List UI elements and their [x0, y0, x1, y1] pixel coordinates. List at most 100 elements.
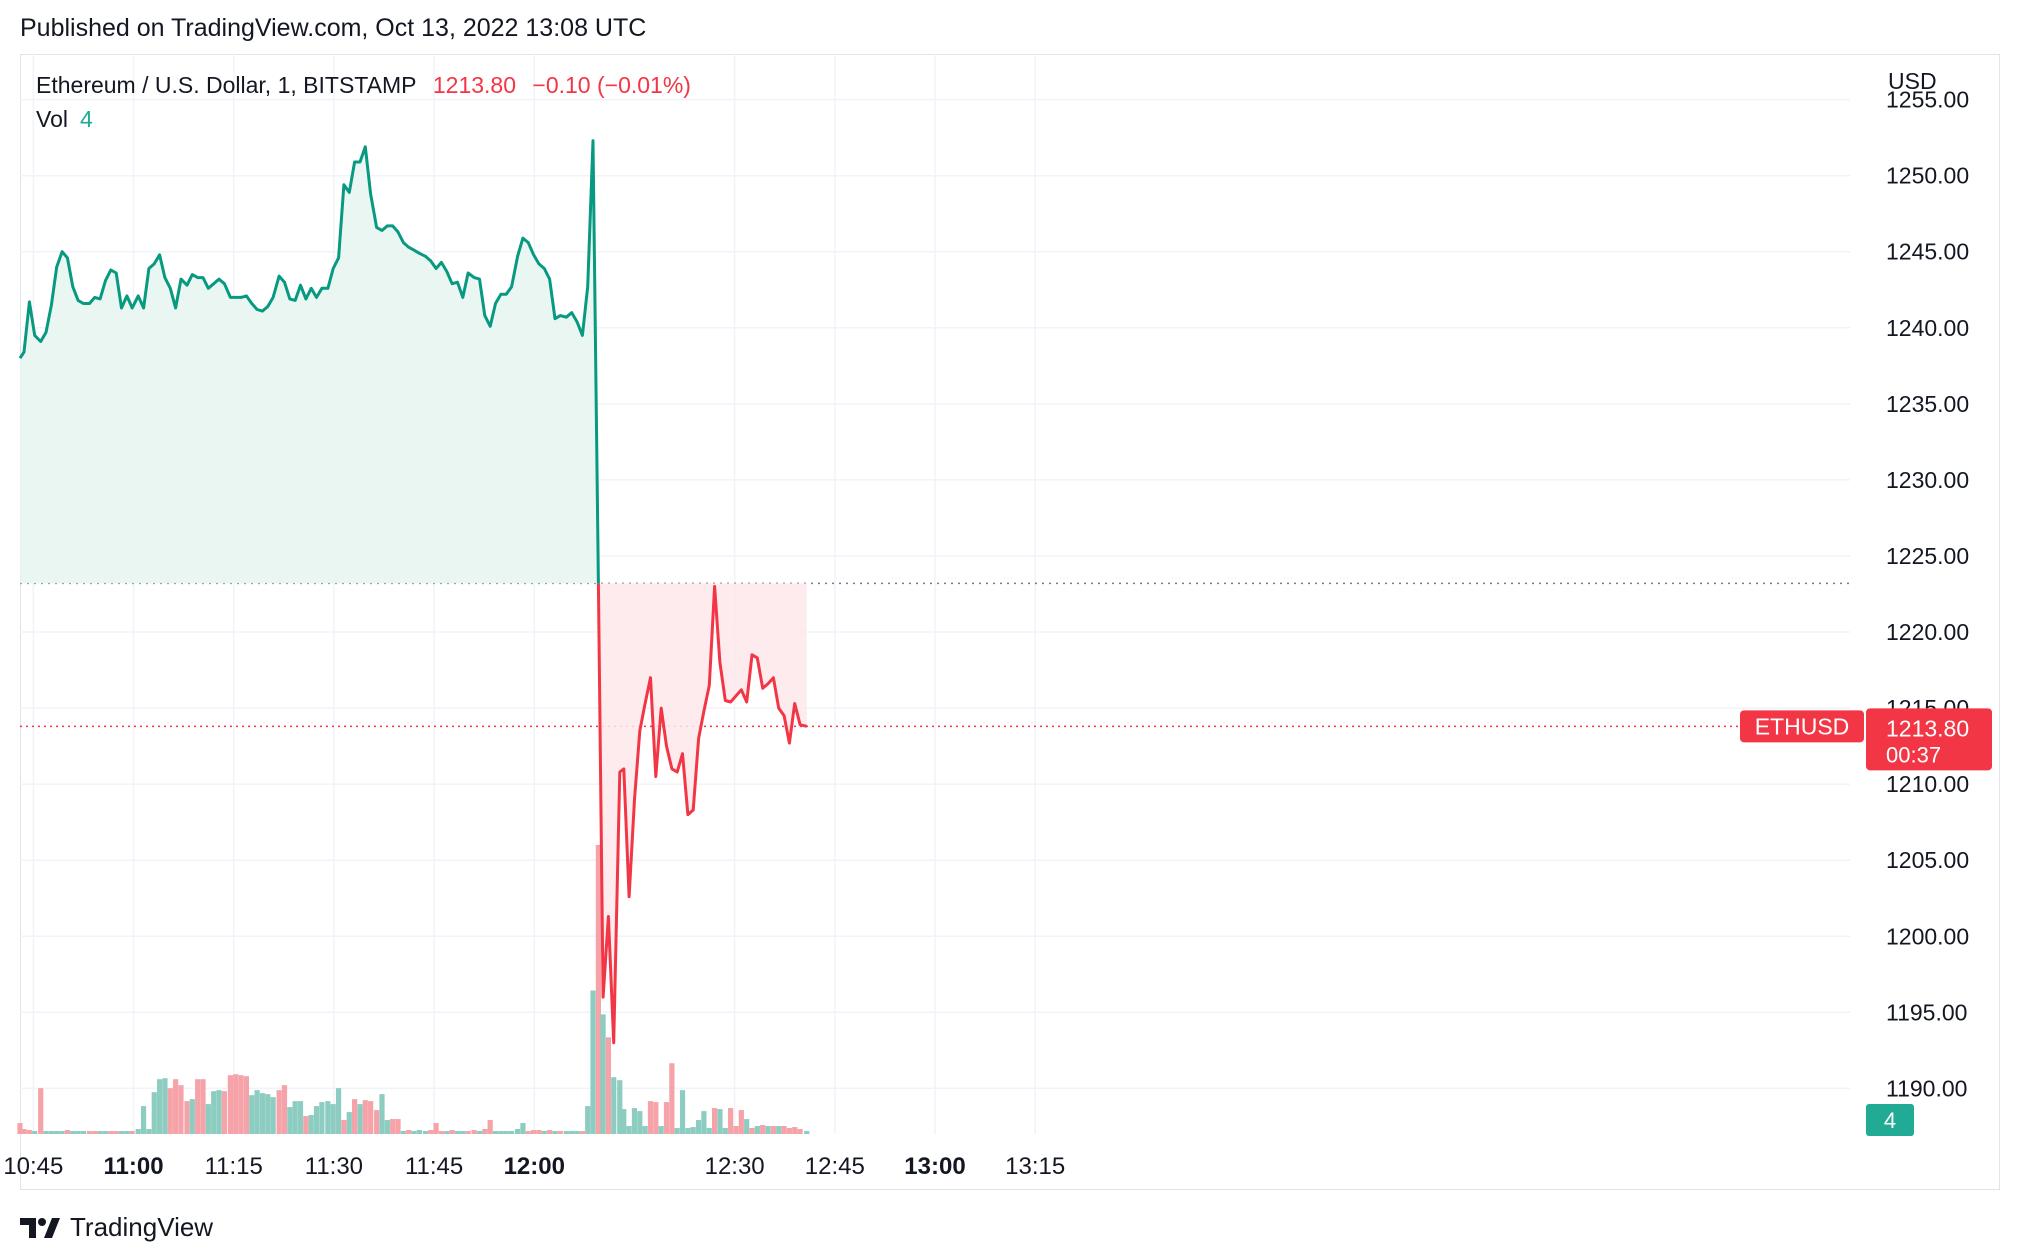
- volume-label: Vol: [36, 106, 68, 132]
- volume-bar: [444, 1131, 450, 1134]
- volume-bar: [233, 1074, 239, 1134]
- volume-bar: [135, 1129, 141, 1134]
- volume-bar: [140, 1106, 147, 1134]
- volume-bar: [416, 1130, 422, 1134]
- volume-bar: [48, 1131, 54, 1134]
- volume-bar: [151, 1092, 157, 1134]
- volume-bar: [722, 1128, 728, 1134]
- volume-bar: [313, 1106, 320, 1134]
- x-tick-label: 12:45: [805, 1153, 865, 1180]
- up-line: [18, 139, 600, 584]
- volume-bar: [611, 1077, 617, 1134]
- grid-lines: [20, 54, 1850, 1134]
- volume-bar: [38, 1088, 44, 1134]
- y-tick-label: 1230.00: [1886, 467, 1969, 493]
- volume-bar: [658, 1126, 664, 1134]
- volume-bar: [552, 1131, 558, 1134]
- volume-bar: [26, 1130, 32, 1134]
- volume-bar: [113, 1131, 119, 1134]
- volume-bar: [508, 1131, 515, 1134]
- volume-bar: [422, 1131, 429, 1134]
- volume-bar: [17, 1123, 23, 1134]
- volume-bar: [669, 1063, 675, 1134]
- volume-bar: [265, 1094, 271, 1134]
- x-tick-label: 11:15: [205, 1153, 263, 1180]
- volume-bar: [97, 1131, 103, 1134]
- volume-bar: [695, 1120, 702, 1134]
- footer-brand: TradingView: [70, 1212, 214, 1242]
- volume-bar: [482, 1129, 488, 1134]
- x-tick-label: 10:45: [3, 1153, 63, 1180]
- volume-bar: [162, 1078, 168, 1134]
- y-tick-label: 1210.00: [1886, 771, 1969, 797]
- volume-bars: [17, 844, 810, 1134]
- volume-bar: [717, 1109, 723, 1134]
- volume-bar: [259, 1093, 266, 1134]
- chart-frame: [20, 54, 2000, 1190]
- y-tick-label: 1220.00: [1886, 619, 1969, 645]
- volume-bar: [221, 1091, 227, 1134]
- volume-bar: [579, 1131, 585, 1134]
- x-tick-label: 12:30: [705, 1153, 765, 1180]
- volume-bar: [281, 1085, 288, 1134]
- volume-bar: [498, 1131, 504, 1134]
- volume-bar: [330, 1104, 336, 1134]
- volume-bar: [728, 1108, 734, 1134]
- volume-bar: [118, 1131, 125, 1134]
- tradingview-logo-icon: [20, 1217, 60, 1238]
- volume-bar: [129, 1131, 135, 1134]
- volume-bar: [195, 1079, 201, 1134]
- volume-bar: [406, 1130, 412, 1134]
- volume-bar: [43, 1131, 49, 1134]
- volume-bar: [685, 1128, 691, 1134]
- volume-bar: [216, 1090, 222, 1134]
- volume-bar: [679, 1090, 686, 1134]
- volume-bar: [557, 1131, 563, 1134]
- volume-bar: [525, 1131, 531, 1134]
- ticker-label: ETHUSD: [1755, 713, 1850, 739]
- volume-bar: [59, 1131, 65, 1134]
- volume-legend[interactable]: Vol 4: [36, 106, 93, 133]
- volume-bar: [92, 1131, 98, 1134]
- symbol-legend[interactable]: Ethereum / U.S. Dollar, 1, BITSTAMP 1213…: [36, 72, 701, 99]
- volume-bar: [733, 1126, 739, 1134]
- volume-bar: [227, 1075, 233, 1134]
- volume-bar: [569, 1131, 575, 1134]
- volume-bar: [647, 1101, 654, 1134]
- volume-bar: [184, 1101, 190, 1134]
- volume-bar: [530, 1130, 537, 1134]
- currency-label: USD: [1888, 68, 1937, 94]
- volume-value: 4: [79, 106, 93, 132]
- volume-bar: [621, 1109, 627, 1134]
- countdown-label: 00:37: [1886, 742, 1941, 767]
- y-tick-label: 1255.00: [1886, 87, 1969, 113]
- volume-bar: [173, 1079, 179, 1134]
- down-line: [596, 583, 808, 1045]
- y-tick-label: 1190.00: [1886, 1075, 1967, 1101]
- volume-bar: [600, 1014, 606, 1134]
- volume-bar: [631, 1108, 638, 1134]
- volume-bar: [189, 1099, 195, 1134]
- volume-bar: [178, 1085, 184, 1134]
- volume-bar: [238, 1075, 244, 1134]
- volume-bar: [520, 1123, 526, 1134]
- volume-bar: [663, 1102, 670, 1134]
- volume-bar: [254, 1090, 260, 1134]
- volume-bar: [701, 1111, 707, 1134]
- volume-bar: [400, 1131, 406, 1134]
- volume-bar: [563, 1131, 569, 1134]
- volume-bar: [102, 1131, 109, 1134]
- volume-bar: [514, 1129, 521, 1134]
- axes: 1190.001195.001200.001205.001210.001215.…: [3, 87, 1992, 1180]
- footer-branding[interactable]: TradingView: [20, 1212, 213, 1243]
- volume-bar: [374, 1110, 380, 1134]
- volume-bar: [706, 1128, 712, 1134]
- up-area: [20, 140, 599, 584]
- volume-bar: [433, 1123, 439, 1134]
- y-tick-label: 1245.00: [1886, 239, 1969, 265]
- volume-bar: [465, 1131, 471, 1134]
- volume-bar: [428, 1130, 434, 1134]
- volume-bar: [167, 1088, 173, 1134]
- volume-bar: [368, 1101, 374, 1134]
